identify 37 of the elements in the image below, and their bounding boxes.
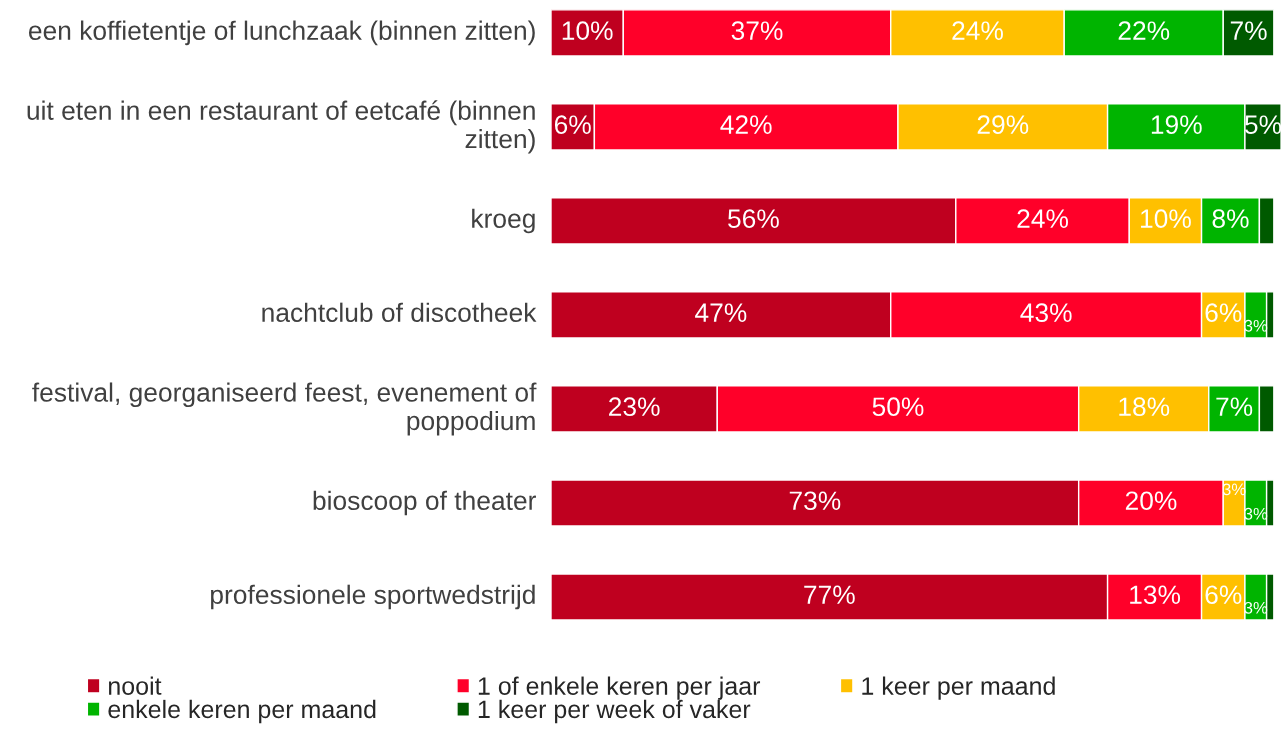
data-label: 73% (789, 491, 841, 511)
data-label: 23% (609, 397, 660, 417)
legend-label: enkele keren per maand (108, 699, 376, 724)
data-label: 10% (1141, 209, 1191, 229)
data-label: 7% (1230, 21, 1267, 40)
y-tick-label: festival, georganiseerd feest, evenement of poppodium (32, 382, 537, 436)
legend-label: 1 keer per week of vaker (478, 699, 751, 724)
data-label: 7% (1216, 397, 1253, 416)
legend-label: 1 of enkele keren per jaar (478, 676, 761, 700)
data-label: 13% (1130, 585, 1181, 605)
y-tick-label: professionele sportwedstrijd (211, 584, 535, 610)
data-label: 20% (1125, 491, 1177, 511)
data-label: 47% (695, 303, 747, 322)
data-label: 37% (731, 21, 783, 40)
legend-label: nooit (109, 676, 162, 695)
data-label: 6% (1205, 585, 1242, 605)
data-label: 22% (1118, 21, 1170, 40)
data-label: 50% (872, 397, 924, 417)
y-tick-label: bioscoop of theater (313, 490, 536, 516)
legend-label: 1 keer per maand (862, 676, 1055, 700)
y-tick-label: een koffietentje of lunchzaak (binnen zitten) (28, 20, 535, 46)
data-label: 24% (952, 21, 1003, 40)
data-label: 77% (804, 585, 855, 604)
data-label: 24% (1017, 209, 1069, 228)
data-label: 29% (977, 115, 1029, 134)
data-label: 18% (1119, 397, 1170, 417)
data-label: 43% (1020, 303, 1072, 323)
y-tick-label: uit eten in een restaurant of eetcafé (binnen zitten) (27, 100, 535, 154)
data-label: 56% (728, 209, 779, 229)
y-tick-label: kroeg (472, 208, 535, 234)
data-label: 42% (720, 115, 772, 134)
data-label: 8% (1212, 209, 1249, 229)
data-label: 6% (554, 115, 591, 134)
data-label: 6% (1205, 303, 1242, 323)
y-tick-label: nachtclub of discotheek (262, 302, 537, 323)
data-label: 10% (562, 21, 613, 40)
data-label: 19% (1151, 115, 1202, 134)
